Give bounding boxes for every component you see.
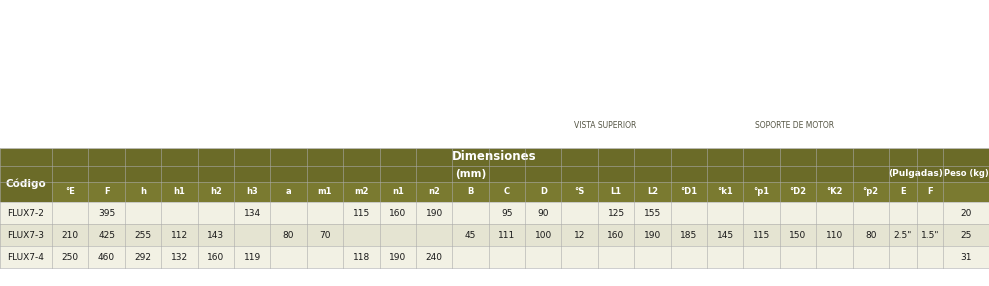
Text: 95: 95 bbox=[501, 208, 512, 217]
Text: 143: 143 bbox=[208, 231, 225, 239]
Text: D: D bbox=[540, 188, 547, 196]
Text: VISTA SUPERIOR: VISTA SUPERIOR bbox=[574, 120, 636, 130]
Text: 111: 111 bbox=[498, 231, 515, 239]
Text: 31: 31 bbox=[960, 253, 972, 261]
Bar bbox=[0, 202, 989, 224]
Text: 25: 25 bbox=[960, 231, 971, 239]
Text: 160: 160 bbox=[207, 253, 225, 261]
Text: 210: 210 bbox=[61, 231, 79, 239]
Text: 425: 425 bbox=[98, 231, 115, 239]
Text: °p1: °p1 bbox=[754, 188, 769, 196]
Text: °E: °E bbox=[65, 188, 75, 196]
Text: FLUX7-4: FLUX7-4 bbox=[8, 253, 45, 261]
Text: FLUX7-3: FLUX7-3 bbox=[8, 231, 45, 239]
Text: F: F bbox=[104, 188, 110, 196]
Text: 70: 70 bbox=[319, 231, 330, 239]
Text: 118: 118 bbox=[353, 253, 370, 261]
Text: 1.5": 1.5" bbox=[921, 231, 940, 239]
Text: 460: 460 bbox=[98, 253, 115, 261]
Text: h3: h3 bbox=[246, 188, 258, 196]
Text: 160: 160 bbox=[389, 208, 406, 217]
Text: F: F bbox=[928, 188, 933, 196]
Text: 119: 119 bbox=[243, 253, 261, 261]
Text: 12: 12 bbox=[574, 231, 585, 239]
Text: 145: 145 bbox=[717, 231, 734, 239]
Text: (mm): (mm) bbox=[455, 169, 487, 179]
Text: 110: 110 bbox=[826, 231, 843, 239]
Text: n1: n1 bbox=[392, 188, 404, 196]
Text: FLUX7-2: FLUX7-2 bbox=[8, 208, 45, 217]
Bar bbox=[0, 246, 989, 268]
Text: 155: 155 bbox=[644, 208, 661, 217]
Text: 100: 100 bbox=[535, 231, 552, 239]
Text: °S: °S bbox=[575, 188, 584, 196]
Text: 250: 250 bbox=[61, 253, 79, 261]
Text: 115: 115 bbox=[753, 231, 770, 239]
Text: °D2: °D2 bbox=[789, 188, 807, 196]
Text: E: E bbox=[900, 188, 906, 196]
Bar bbox=[0, 148, 989, 166]
Text: 395: 395 bbox=[98, 208, 115, 217]
Text: 134: 134 bbox=[243, 208, 261, 217]
Text: 45: 45 bbox=[465, 231, 476, 239]
Text: 125: 125 bbox=[607, 208, 625, 217]
Text: 185: 185 bbox=[680, 231, 697, 239]
Text: Peso (kg): Peso (kg) bbox=[944, 170, 988, 178]
Text: 190: 190 bbox=[644, 231, 661, 239]
Text: 292: 292 bbox=[135, 253, 151, 261]
Text: h: h bbox=[140, 188, 146, 196]
Text: (Pulgadas): (Pulgadas) bbox=[888, 170, 944, 178]
Text: 115: 115 bbox=[353, 208, 370, 217]
Bar bbox=[0, 166, 989, 182]
Text: n2: n2 bbox=[428, 188, 440, 196]
Text: 90: 90 bbox=[538, 208, 549, 217]
Text: h2: h2 bbox=[210, 188, 222, 196]
Text: 190: 190 bbox=[425, 208, 443, 217]
Text: 2.5": 2.5" bbox=[894, 231, 912, 239]
Text: SOPORTE DE MOTOR: SOPORTE DE MOTOR bbox=[756, 120, 835, 130]
Text: 80: 80 bbox=[283, 231, 295, 239]
Text: 190: 190 bbox=[389, 253, 406, 261]
Text: L1: L1 bbox=[610, 188, 622, 196]
Text: 240: 240 bbox=[425, 253, 443, 261]
Text: m1: m1 bbox=[317, 188, 332, 196]
Text: °k1: °k1 bbox=[717, 188, 733, 196]
Text: Dimensiones: Dimensiones bbox=[452, 150, 537, 164]
Text: L2: L2 bbox=[647, 188, 658, 196]
Text: °p2: °p2 bbox=[862, 188, 879, 196]
Text: 255: 255 bbox=[135, 231, 151, 239]
Text: 150: 150 bbox=[789, 231, 807, 239]
Text: 132: 132 bbox=[171, 253, 188, 261]
Text: Código: Código bbox=[6, 179, 46, 189]
Text: h1: h1 bbox=[173, 188, 185, 196]
Text: 160: 160 bbox=[607, 231, 625, 239]
Bar bbox=[0, 166, 52, 202]
Text: 112: 112 bbox=[171, 231, 188, 239]
Text: C: C bbox=[503, 188, 510, 196]
Text: 20: 20 bbox=[960, 208, 971, 217]
Text: °D1: °D1 bbox=[680, 188, 697, 196]
Text: B: B bbox=[468, 188, 474, 196]
Bar bbox=[52, 182, 989, 202]
Text: m2: m2 bbox=[354, 188, 369, 196]
Bar bbox=[0, 224, 989, 246]
Text: a: a bbox=[286, 188, 292, 196]
Text: °K2: °K2 bbox=[826, 188, 843, 196]
Bar bbox=[0, 0, 989, 148]
Text: 80: 80 bbox=[865, 231, 876, 239]
